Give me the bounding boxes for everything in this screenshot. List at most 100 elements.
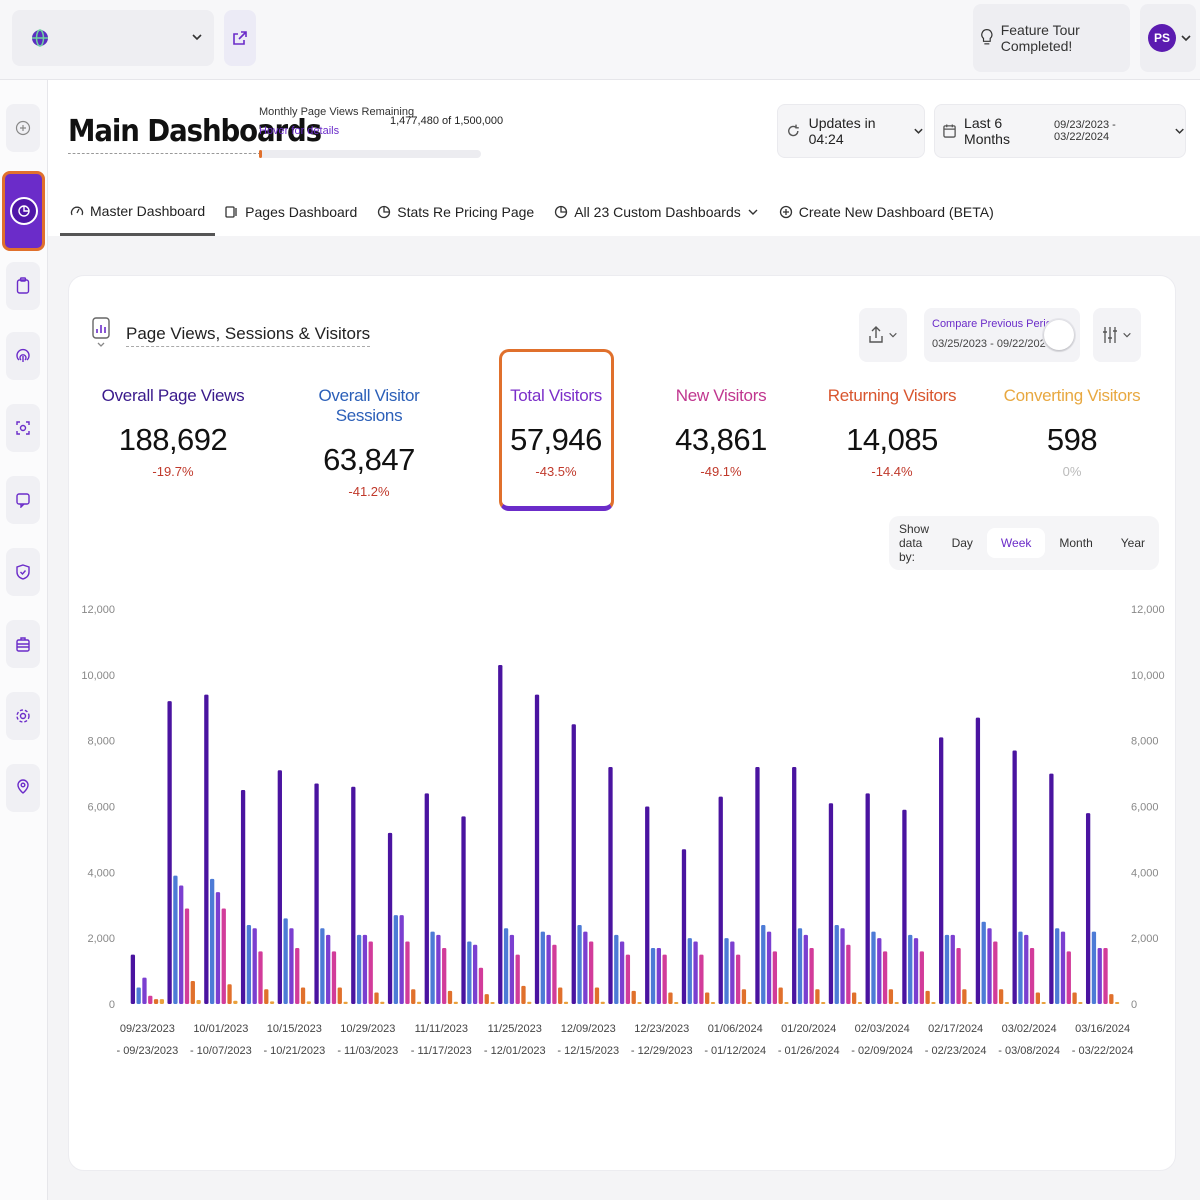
bar (159, 999, 165, 1004)
bar (871, 931, 876, 1004)
bar (631, 990, 636, 1004)
bar (724, 938, 729, 1004)
y-tick-label-left: 6,000 (87, 802, 115, 814)
compare-toggle[interactable] (1042, 318, 1076, 352)
show-by-label: Show data by: (899, 522, 930, 564)
open-site-button[interactable] (224, 10, 256, 66)
bar (699, 954, 704, 1004)
date-range-picker[interactable]: Last 6 Months 09/23/2023 - 03/22/2024 (934, 104, 1186, 158)
bar (289, 928, 294, 1004)
bar (368, 941, 373, 1004)
metric-page-views[interactable]: Overall Page Views 188,692 -19.7% (88, 386, 258, 479)
bar (741, 989, 747, 1004)
feature-tour-button[interactable]: Feature Tour Completed! (973, 4, 1130, 72)
compare-previous-period: Compare Previous Period 03/25/2023 - 09/… (924, 308, 1080, 362)
sidebar-item-clipboard[interactable] (6, 262, 40, 310)
pages-icon (225, 206, 237, 218)
metric-new-visitors[interactable]: New Visitors 43,861 -49.1% (636, 386, 806, 479)
bar (527, 1001, 532, 1004)
account-menu[interactable]: PS (1140, 4, 1196, 72)
bar (399, 915, 404, 1004)
y-tick-label-right: 6,000 (1131, 802, 1159, 814)
sidebar-item-security[interactable] (6, 548, 40, 596)
bar (246, 925, 252, 1004)
metric-converting-visitors[interactable]: Converting Visitors 598 0% (987, 386, 1157, 479)
y-tick-label-left: 8,000 (87, 736, 115, 748)
sidebar-item-recordings[interactable] (6, 404, 40, 452)
chevron-down-icon (1123, 332, 1131, 338)
metric-returning-visitors[interactable]: Returning Visitors 14,085 -14.4% (807, 386, 977, 479)
bar (534, 694, 540, 1004)
refresh-button[interactable]: Updates in 04:24 (777, 104, 925, 158)
show-by-day[interactable]: Day (951, 536, 973, 550)
y-tick-label-right: 8,000 (1131, 736, 1159, 748)
metric-value: 14,085 (846, 422, 938, 457)
sidebar-item-dashboard[interactable] (2, 171, 45, 251)
export-button[interactable] (859, 308, 907, 362)
bar (490, 1002, 495, 1004)
pageviews-hover-link[interactable]: Hover for details (259, 125, 340, 137)
x-tick-label: - 01/12/2024 (704, 1045, 766, 1057)
bar (931, 1002, 936, 1004)
chevron-down-icon (889, 332, 897, 338)
top-bar: Feature Tour Completed! PS (0, 0, 1200, 80)
bar (190, 980, 195, 1004)
tab-label: Create New Dashboard (BETA) (798, 204, 994, 220)
tab-pages-dashboard[interactable]: Pages Dashboard (215, 188, 367, 236)
x-tick-label: 11/25/2023 (488, 1023, 542, 1035)
bar (380, 1001, 385, 1004)
bar (1072, 992, 1077, 1004)
sidebar (0, 80, 48, 1200)
bar (766, 931, 772, 1004)
show-by-week[interactable]: Week (986, 528, 1046, 558)
tab-master-dashboard[interactable]: Master Dashboard (60, 188, 216, 236)
bar (894, 1002, 899, 1004)
bar (589, 941, 594, 1004)
y-tick-label-left: 2,000 (87, 933, 115, 945)
bar (998, 989, 1004, 1004)
bar (608, 767, 613, 1004)
bar (179, 885, 184, 1004)
bar (196, 1000, 201, 1004)
bar (362, 934, 368, 1004)
bar (851, 992, 857, 1004)
bar (857, 1002, 863, 1004)
tab-stats-pricing[interactable]: Stats Re Pricing Page (367, 188, 544, 236)
bar (956, 948, 961, 1004)
tab-custom-dashboards[interactable]: All 23 Custom Dashboards (544, 188, 769, 236)
site-selector[interactable] (12, 10, 214, 66)
date-range-value: 09/23/2023 - 03/22/2024 (1054, 119, 1116, 143)
bar (331, 951, 337, 1004)
bar (173, 875, 178, 1004)
bar (846, 944, 851, 1004)
sidebar-item-settings[interactable] (6, 692, 40, 740)
bar (252, 928, 257, 1004)
sidebar-item-reports[interactable] (6, 620, 40, 668)
show-by-year[interactable]: Year (1120, 536, 1145, 550)
bar (447, 990, 453, 1004)
sidebar-item-feedback[interactable] (6, 476, 40, 524)
sidebar-item-add[interactable] (6, 104, 40, 152)
bar (442, 948, 447, 1004)
bar (233, 1000, 238, 1004)
lightbulb-icon (981, 29, 993, 45)
x-tick-label: 10/01/2023 (193, 1023, 248, 1035)
sidebar-item-location[interactable] (6, 764, 40, 812)
sidebar-item-fingerprint[interactable] (6, 332, 40, 380)
chart-settings-button[interactable] (1093, 308, 1141, 362)
chart-icon[interactable] (91, 316, 111, 350)
refresh-label: Updates in 04:24 (808, 115, 876, 147)
bar (204, 694, 209, 1004)
bar (558, 987, 563, 1004)
show-by-month[interactable]: Month (1059, 536, 1093, 550)
tab-create-dashboard[interactable]: Create New Dashboard (BETA) (769, 188, 1004, 236)
gauge-icon (70, 206, 84, 215)
bar (295, 948, 300, 1004)
bar (792, 767, 797, 1004)
metric-total-visitors[interactable]: Total Visitors 57,946 -43.5% (471, 386, 641, 479)
metric-visitor-sessions[interactable]: Overall Visitor Sessions 63,847 -41.2% (284, 386, 454, 499)
metric-change: -41.2% (348, 484, 390, 499)
bar (509, 934, 515, 1004)
x-tick-label: 02/03/2024 (855, 1023, 910, 1035)
x-tick-label: 03/02/2024 (1002, 1023, 1057, 1035)
